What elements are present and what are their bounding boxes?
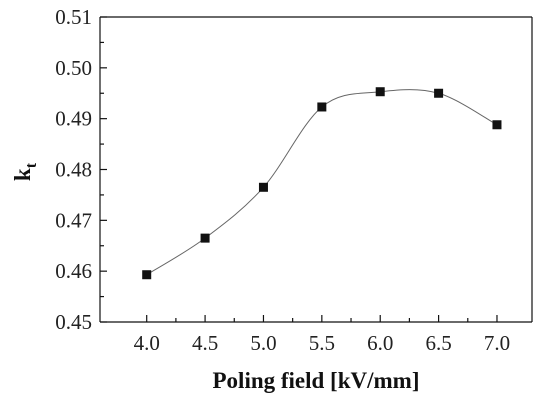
- x-tick-label: 5.5: [309, 331, 335, 355]
- x-axis-title: Poling field [kV/mm]: [213, 368, 420, 393]
- data-point: [200, 233, 210, 243]
- x-tick-label: 6.0: [367, 331, 393, 355]
- x-tick-label: 4.0: [134, 331, 160, 355]
- svg-text:kt: kt: [10, 162, 40, 181]
- y-axis-title-main: k: [10, 168, 35, 181]
- y-tick-label: 0.48: [55, 158, 92, 182]
- x-tick-label: 7.0: [484, 331, 510, 355]
- x-tick-label: 5.0: [250, 331, 276, 355]
- y-tick-label: 0.46: [55, 259, 92, 283]
- y-tick-label: 0.47: [55, 208, 92, 232]
- data-point: [142, 270, 152, 280]
- y-axis-title-subscript: t: [23, 162, 40, 168]
- y-axis-title: kt: [10, 162, 40, 181]
- x-tick-label: 6.5: [425, 331, 451, 355]
- y-tick-label: 0.45: [55, 310, 92, 334]
- y-tick-label: 0.51: [55, 5, 92, 29]
- data-markers: [142, 87, 502, 280]
- data-point: [317, 102, 327, 112]
- x-ticks: 4.0 4.5 5.0 5.5 6.0 6.5 7.0: [134, 315, 510, 355]
- data-point: [375, 87, 385, 97]
- y-tick-label: 0.50: [55, 56, 92, 80]
- y-tick-label: 0.49: [55, 107, 92, 131]
- data-point: [434, 88, 444, 98]
- data-point: [492, 120, 502, 130]
- y-ticks: 0.45 0.46 0.47 0.48 0.49 0.50 0.51: [55, 5, 107, 334]
- x-tick-label: 4.5: [192, 331, 218, 355]
- data-point: [258, 182, 268, 192]
